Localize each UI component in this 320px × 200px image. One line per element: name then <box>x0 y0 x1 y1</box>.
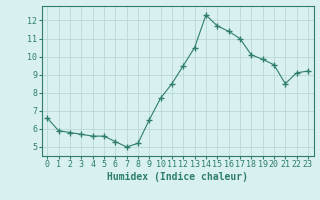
X-axis label: Humidex (Indice chaleur): Humidex (Indice chaleur) <box>107 172 248 182</box>
